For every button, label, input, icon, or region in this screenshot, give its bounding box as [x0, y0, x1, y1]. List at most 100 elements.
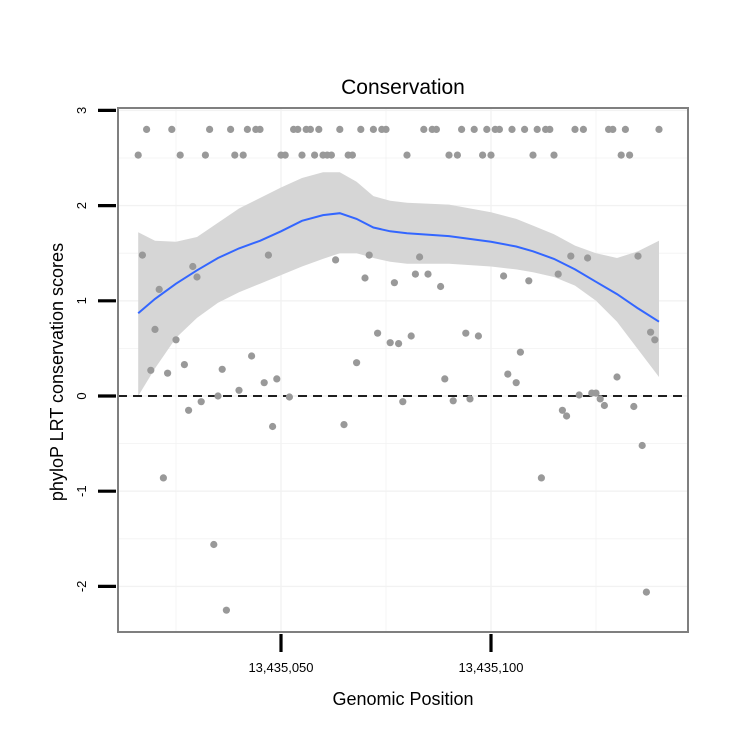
data-point: [336, 125, 344, 133]
data-point: [399, 398, 407, 406]
data-point: [445, 151, 453, 159]
data-point: [533, 125, 541, 133]
data-point: [306, 125, 314, 133]
data-point: [151, 325, 159, 333]
data-point: [269, 422, 277, 431]
data-point: [626, 151, 634, 159]
data-point: [466, 395, 474, 403]
data-point: [155, 285, 163, 293]
data-point: [609, 125, 617, 133]
data-point: [382, 125, 390, 133]
data-point: [243, 125, 251, 133]
data-point: [134, 151, 142, 159]
y-axis: -2 -1 0 1 2 3: [74, 107, 116, 592]
data-point: [273, 375, 281, 383]
data-point: [504, 370, 512, 378]
data-point: [176, 151, 184, 159]
data-point: [512, 379, 520, 387]
data-point: [340, 421, 348, 429]
confidence-ribbon: [138, 172, 659, 396]
data-point: [281, 151, 289, 159]
data-point: [596, 395, 604, 403]
data-point: [554, 270, 562, 278]
data-point: [260, 379, 268, 387]
data-point: [571, 125, 579, 133]
data-point: [206, 125, 214, 133]
data-point: [424, 270, 432, 278]
data-point: [231, 151, 239, 159]
data-point: [462, 329, 470, 337]
data-point: [264, 251, 272, 259]
data-point: [642, 588, 651, 596]
data-point: [613, 373, 621, 381]
data-point: [584, 254, 592, 262]
data-point: [189, 262, 197, 271]
data-point: [617, 151, 625, 159]
data-point: [416, 253, 424, 261]
chart-title: Conservation: [341, 76, 465, 99]
data-point: [214, 392, 222, 400]
data-point: [487, 151, 495, 159]
data-point: [651, 336, 659, 344]
data-point: [479, 151, 487, 159]
data-point: [374, 329, 382, 337]
data-point: [655, 125, 663, 133]
data-point: [630, 402, 638, 411]
data-point: [164, 369, 172, 377]
data-point: [185, 406, 193, 414]
data-point: [210, 540, 218, 549]
grid-lines: [118, 108, 688, 632]
y-tick-label: 0: [74, 392, 89, 399]
data-point: [550, 151, 558, 159]
y-tick-label: 3: [74, 107, 89, 114]
data-point: [285, 393, 293, 401]
data-point: [138, 251, 146, 259]
data-point: [193, 273, 201, 281]
data-point: [222, 606, 230, 614]
data-point: [508, 125, 516, 133]
data-point: [332, 256, 340, 264]
data-point: [458, 125, 466, 133]
data-point: [638, 441, 646, 450]
data-point: [168, 125, 176, 133]
data-point: [546, 125, 554, 133]
data-point: [529, 151, 537, 159]
y-tick-label: -2: [74, 581, 89, 593]
data-point: [621, 125, 630, 133]
data-point: [521, 125, 529, 133]
data-point: [558, 406, 567, 414]
data-point: [369, 125, 377, 133]
data-point: [500, 272, 508, 280]
smooth-line: [137, 212, 660, 323]
data-point: [348, 151, 356, 159]
confidence-band: [138, 172, 659, 396]
data-point: [180, 361, 188, 369]
y-tick-label: -1: [74, 485, 89, 497]
y-tick-label: 2: [74, 202, 89, 209]
data-point: [197, 398, 205, 406]
data-point: [298, 151, 306, 159]
x-tick-label: 13,435,100: [458, 660, 523, 675]
data-point: [537, 474, 546, 482]
data-point: [357, 125, 365, 133]
data-point: [294, 125, 302, 133]
plot-panel-border: [117, 107, 689, 633]
data-point: [311, 151, 319, 159]
data-point: [395, 340, 403, 348]
data-point: [201, 151, 209, 159]
data-point: [327, 151, 335, 159]
data-point: [386, 339, 394, 347]
data-point: [563, 412, 571, 420]
data-point: [256, 125, 264, 133]
data-point: [437, 282, 445, 291]
data-point: [453, 151, 461, 159]
data-point: [147, 366, 155, 374]
data-point: [407, 332, 415, 340]
data-point: [361, 274, 369, 282]
data-point: [600, 401, 609, 410]
x-axis: 13,435,050 13,435,100: [248, 634, 524, 675]
data-point: [403, 151, 411, 159]
x-axis-title: Genomic Position: [332, 689, 473, 709]
data-point: [567, 252, 575, 260]
data-point: [353, 359, 361, 367]
